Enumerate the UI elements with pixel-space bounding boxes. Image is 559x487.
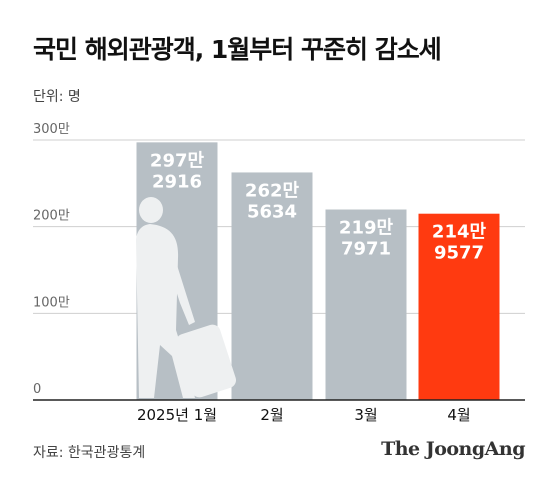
- y-tick-label: 100만: [33, 295, 70, 310]
- y-tick-labels: 0 100만 200만 300만: [33, 122, 70, 397]
- unit-label: 단위: 명: [33, 89, 81, 105]
- x-tick-label: 2025년 1월: [137, 406, 217, 424]
- bar-value-label: 9577: [434, 243, 484, 264]
- bar: [325, 209, 407, 400]
- chart-title: 국민 해외관광객, 1월부터 꾸준히 감소세: [33, 35, 442, 64]
- bar-value-label: 2916: [152, 171, 202, 192]
- y-tick-label: 0: [33, 382, 41, 397]
- bar-value-label: 5634: [247, 201, 297, 222]
- x-tick-label: 4월: [447, 406, 470, 424]
- traveler-silhouette-icon: [136, 197, 236, 398]
- x-tick-label: 3월: [354, 406, 377, 424]
- bar-value-label: 214만: [432, 222, 487, 243]
- bar-value-label: 297만: [150, 150, 205, 171]
- bar-value-label: 7971: [341, 239, 391, 260]
- y-tick-label: 300만: [33, 122, 70, 137]
- x-tick-labels: 2025년 1월 2월 3월 4월: [137, 406, 471, 424]
- bar: [231, 172, 313, 400]
- joongang-logo: The JoongAng: [381, 438, 525, 460]
- bar-value-label: 219만: [339, 218, 394, 239]
- y-tick-label: 200만: [33, 209, 70, 224]
- source-note: 자료: 한국관광통계: [33, 445, 146, 461]
- bars: [136, 142, 500, 400]
- bar-value-label: 262만: [245, 180, 300, 201]
- x-tick-label: 2월: [260, 406, 283, 424]
- bar: [418, 213, 500, 400]
